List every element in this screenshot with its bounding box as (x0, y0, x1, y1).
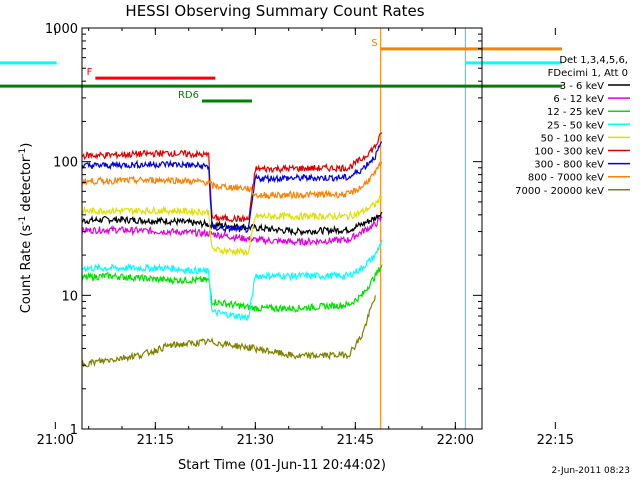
series-line-5-0 (82, 132, 383, 224)
legend-label-2: 12 - 25 keV (547, 107, 604, 118)
flag-label-3: RD6 (178, 90, 199, 101)
x-tick-label-4: 21:45 (337, 433, 374, 448)
chart-title: HESSI Observing Summary Count Rates (125, 2, 424, 20)
plot-frame (81, 27, 483, 430)
series-2 (82, 264, 383, 313)
legend-header-0: Det 1,3,4,5,6, (559, 55, 628, 66)
legend-label-6: 300 - 800 keV (534, 160, 604, 171)
series-5 (82, 132, 383, 224)
x-tick-label-5: 22:00 (437, 433, 474, 448)
legend-header-1: FDecimi 1, Att 0 (548, 68, 628, 79)
series-1 (82, 215, 383, 247)
y-axis-label-mid: detector (19, 156, 34, 216)
series-line-6-0 (82, 141, 382, 234)
legend-label-1: 6 - 12 keV (553, 94, 604, 105)
series-line-1-0 (82, 215, 383, 247)
x-axis-label: Start Time (01-Jun-11 20:44:02) (178, 458, 386, 473)
x-tick-label-6: 22:15 (537, 433, 574, 448)
legend-label-7: 800 - 7000 keV (528, 173, 604, 184)
y-tick-label-0: 1 (70, 423, 78, 438)
y-axis-label-sup1: -1 (18, 216, 28, 225)
y-tick-label-2: 100 (53, 156, 78, 171)
series-line-4-0 (82, 195, 383, 257)
series-7 (82, 161, 383, 200)
y-axis: 1 10 100 1000 (45, 22, 482, 438)
legend-label-3: 25 - 50 keV (547, 120, 604, 131)
y-tick-label-1: 10 (61, 289, 78, 304)
series-line-2-0 (82, 264, 383, 313)
series-3 (82, 239, 383, 322)
legend: Det 1,3,4,5,6, FDecimi 1, Att 0 3 - 6 keV 6… (515, 55, 630, 197)
y-axis-label-sup2: -1 (18, 148, 28, 157)
generated-timestamp: 2-Jun-2011 08:23 (552, 466, 631, 476)
legend-label-4: 50 - 100 keV (541, 133, 605, 144)
series-line-7-0 (82, 161, 383, 200)
y-axis-label: Count Rate (s-1 detector-1) (18, 143, 34, 314)
flag-bars-layer: NFRD0RD6S (0, 38, 562, 103)
series-layer (82, 132, 383, 368)
series-line-8-0 (82, 295, 376, 368)
legend-label-5: 100 - 300 keV (534, 147, 604, 158)
x-tick-label-2: 21:15 (137, 433, 174, 448)
flag-label-1: F (87, 67, 93, 78)
y-axis-label-end: ) (19, 143, 34, 148)
x-tick-label-3: 21:30 (237, 433, 274, 448)
series-8 (82, 295, 376, 368)
y-tick-label-3: 1000 (45, 22, 78, 37)
series-4 (82, 195, 383, 257)
series-6 (82, 141, 382, 234)
legend-label-0: 3 - 6 keV (560, 81, 604, 92)
flag-label-4: S (371, 38, 377, 49)
legend-label-8: 7000 - 20000 keV (515, 186, 604, 197)
instrument-transition-lines (380, 28, 466, 429)
series-line-3-0 (82, 239, 383, 322)
x-tick-label-1: 21:00 (37, 433, 74, 448)
y-axis-label-main: Count Rate (s (19, 225, 34, 314)
